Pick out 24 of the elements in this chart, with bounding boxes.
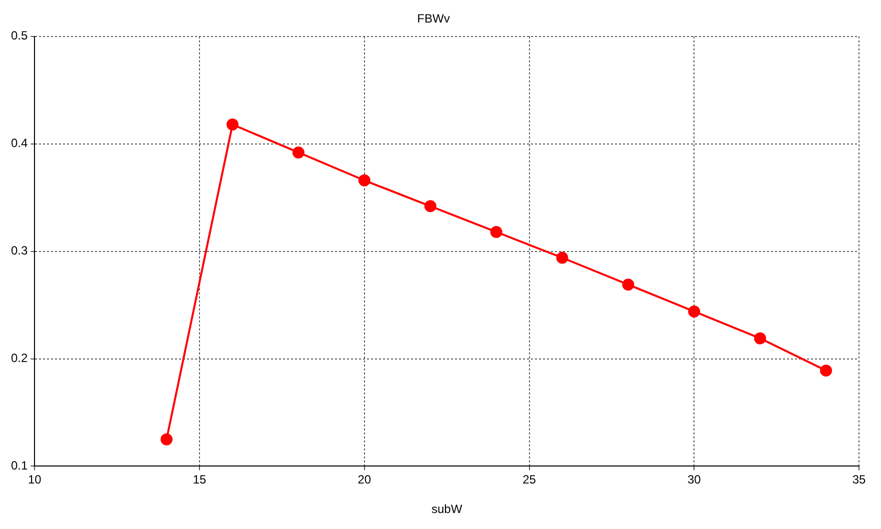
y-tick-label: 0.4 [10, 136, 28, 150]
x-tick-label: 10 [28, 472, 42, 487]
y-tick-label: 0.5 [10, 28, 28, 43]
x-tick-label: 15 [192, 472, 207, 487]
x-tick-label: 30 [687, 472, 702, 487]
y-tick-label: 0.3 [10, 244, 28, 258]
point [622, 278, 634, 291]
x-axis-title: subW [431, 502, 463, 516]
point [556, 252, 568, 264]
point [292, 146, 304, 158]
chart-title: FBWv [417, 12, 450, 26]
point [820, 364, 832, 377]
x-tick-label: 25 [522, 472, 536, 487]
y-tick-label: 0.2 [10, 351, 28, 366]
point [226, 118, 239, 131]
x-tick-label: 35 [852, 472, 866, 487]
point [688, 305, 700, 318]
point [160, 433, 173, 446]
point [358, 174, 370, 186]
x-tick-label: 20 [358, 472, 372, 487]
point [490, 226, 502, 238]
y-tick-label: 0.1 [10, 458, 28, 473]
point [754, 332, 766, 344]
point [424, 200, 436, 212]
